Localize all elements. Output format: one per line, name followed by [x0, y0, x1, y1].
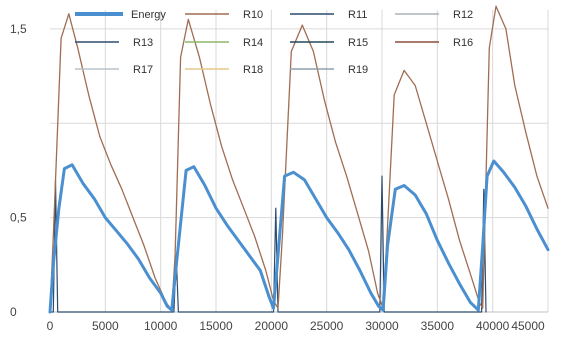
series-line-r11	[49, 175, 487, 313]
legend-label-r12: R12	[453, 9, 473, 21]
series-line-energy	[48, 159, 550, 314]
y-tick-label: 1,5	[10, 22, 27, 36]
legend-label-r15: R15	[348, 37, 368, 49]
x-tick-label: 40000	[476, 319, 510, 333]
series-line-r10	[49, 5, 549, 313]
legend-label-energy: Energy	[131, 9, 166, 21]
y-tick-label: 0	[10, 305, 17, 319]
x-tick-label: 45000	[511, 319, 545, 333]
legend-label-r19: R19	[348, 64, 368, 76]
legend-label-r14: R14	[243, 37, 263, 49]
legend-label-r13: R13	[133, 37, 153, 49]
grid-lines	[50, 10, 549, 313]
x-tick-label: 15000	[199, 319, 233, 333]
legend-label-r11: R11	[348, 9, 367, 21]
x-tick-label: 0	[47, 319, 54, 333]
x-tick-label: 20000	[255, 319, 289, 333]
legend-label-r17: R17	[133, 64, 153, 76]
x-tick-label: 35000	[421, 319, 455, 333]
legend-label-r16: R16	[453, 37, 473, 49]
x-tick-label: 25000	[310, 319, 344, 333]
y-tick-label: 0,5	[10, 211, 27, 225]
series-lines	[48, 5, 550, 314]
legend-label-r18: R18	[243, 64, 263, 76]
x-tick-label: 30000	[365, 319, 399, 333]
legend-label-r10: R10	[243, 9, 263, 21]
x-tick-label: 10000	[144, 319, 178, 333]
legend: Energy R10 R11 R12 R13 R14 R15 R16 R17 R18 R19	[75, 9, 473, 76]
x-tick-label: 5000	[92, 319, 119, 333]
axis-labels: 0 5000 10000 15000 20000 25000 30000 35000 40000…	[10, 22, 545, 333]
